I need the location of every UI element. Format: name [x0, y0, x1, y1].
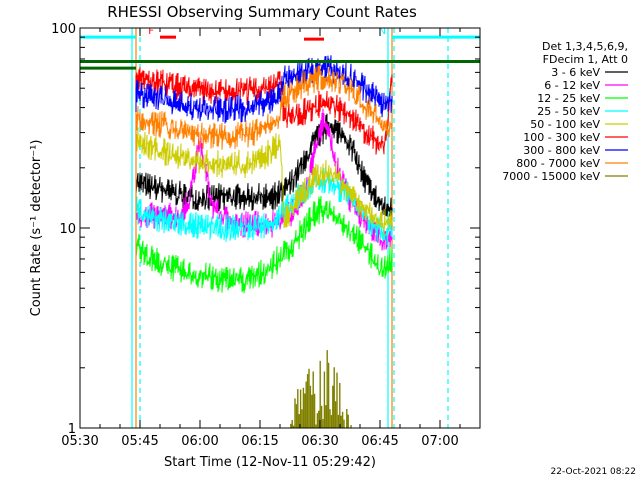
x-tick-label: 06:00 [181, 434, 218, 449]
legend-entry-label: 7000 - 15000 keV [502, 170, 600, 183]
y-axis-label: Count Rate (s⁻¹ detector⁻¹) [29, 140, 44, 317]
series-line [135, 113, 393, 217]
series-line [135, 195, 393, 294]
plot-area: NNRD0RD6F [80, 26, 480, 428]
legend-entry-label: 6 - 12 keV [544, 79, 600, 92]
x-tick-label: 06:30 [301, 434, 338, 449]
legend-entry-label: 25 - 50 keV [537, 105, 600, 118]
annotation-label-5: F [148, 26, 154, 37]
y-tick-label: 10 [59, 222, 76, 237]
legend-entry-label: 12 - 25 keV [537, 92, 600, 105]
legend-entry-label: 50 - 100 keV [530, 118, 600, 131]
x-axis-label: Start Time (12-Nov-11 05:29:42) [164, 455, 376, 470]
x-tick-label: 06:45 [361, 434, 398, 449]
x-tick-label: 07:00 [421, 434, 458, 449]
legend-title-line: FDecim 1, Att 0 [543, 53, 628, 66]
legend: Det 1,3,4,5,6,9,FDecim 1, Att 03 - 6 keV… [502, 40, 628, 183]
series-line [135, 168, 393, 246]
series-line [135, 67, 393, 155]
x-tick-label: 05:45 [121, 434, 158, 449]
y-tick-label: 100 [51, 22, 76, 37]
footer-timestamp: 22-Oct-2021 08:22 [551, 467, 636, 477]
series-7 [135, 64, 393, 428]
legend-title-line: Det 1,3,4,5,6,9, [542, 40, 628, 53]
series-line [135, 64, 393, 150]
y-tick-label: 1 [68, 422, 76, 437]
legend-entry-label: 800 - 7000 keV [516, 157, 600, 170]
series-8 [290, 350, 352, 428]
axes: 05:30 05:45 06:00 06:15 06:30 06:45 07:00 1 10 10… [51, 22, 480, 449]
legend-entry-label: 100 - 300 keV [523, 131, 600, 144]
legend-entry-label: 3 - 6 keV [551, 66, 600, 79]
series-line [135, 127, 393, 237]
x-tick-label: 05:30 [61, 434, 98, 449]
x-tick-label: 06:15 [241, 434, 278, 449]
chart-title: RHESSI Observing Summary Count Rates [107, 3, 417, 21]
legend-entry-label: 300 - 800 keV [523, 144, 600, 157]
annotation-label-1: N [379, 26, 386, 37]
